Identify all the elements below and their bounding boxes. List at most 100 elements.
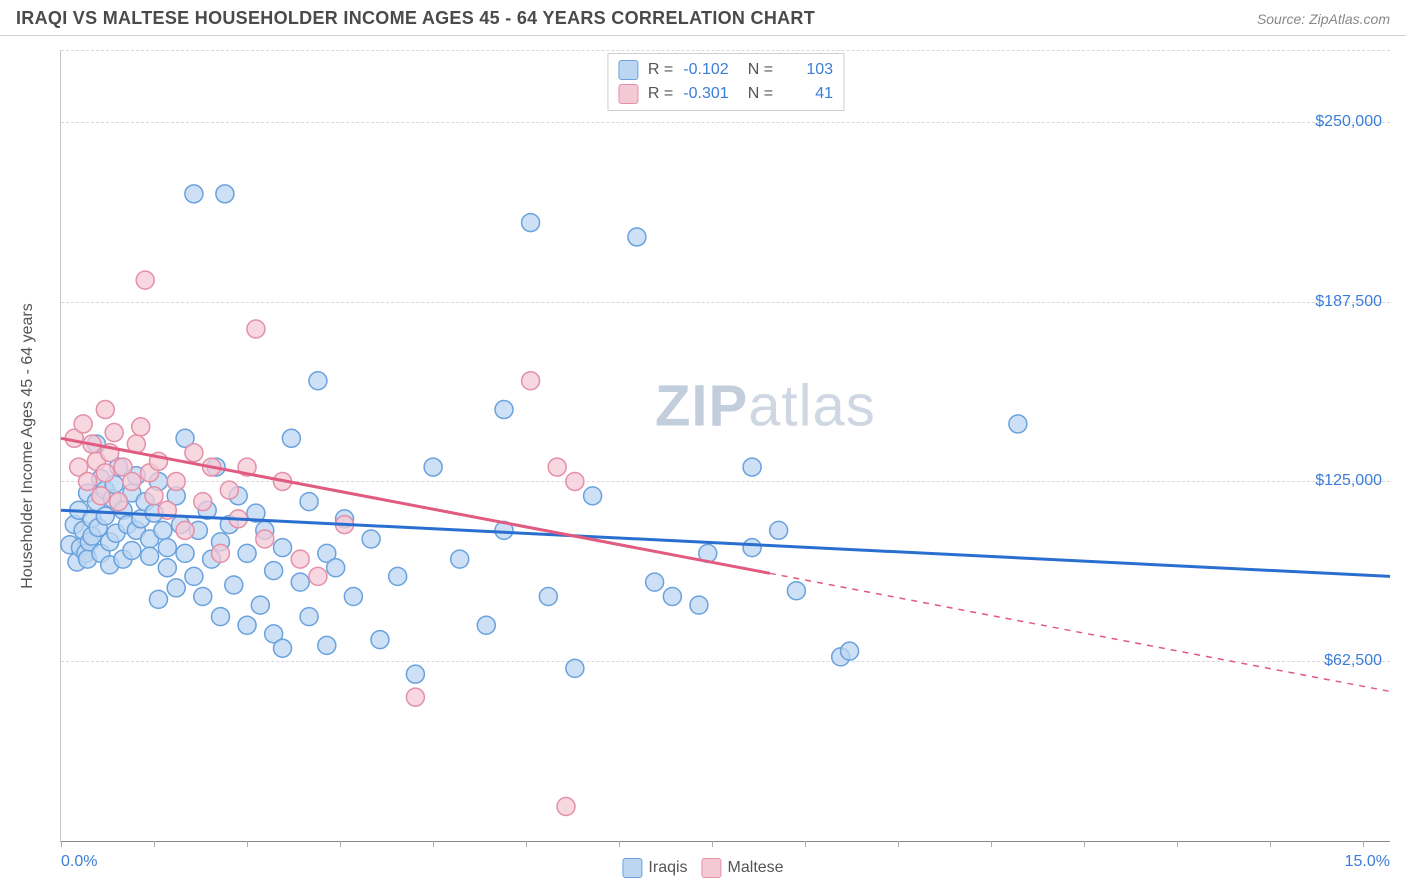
scatter-point-iraqis (495, 401, 513, 419)
legend-swatch-maltese (702, 858, 722, 878)
scatter-point-maltese (211, 544, 229, 562)
scatter-point-maltese (123, 472, 141, 490)
scatter-point-maltese (522, 372, 540, 390)
chart-title: IRAQI VS MALTESE HOUSEHOLDER INCOME AGES… (16, 8, 815, 29)
scatter-point-iraqis (690, 596, 708, 614)
scatter-point-iraqis (309, 372, 327, 390)
x-tick-mark (991, 841, 992, 847)
x-tick-mark (1084, 841, 1085, 847)
scatter-point-iraqis (176, 544, 194, 562)
scatter-point-iraqis (96, 507, 114, 525)
scatter-point-iraqis (406, 665, 424, 683)
x-tick-mark (1363, 841, 1364, 847)
scatter-point-iraqis (566, 659, 584, 677)
scatter-point-iraqis (327, 559, 345, 577)
scatter-point-iraqis (362, 530, 380, 548)
scatter-point-iraqis (158, 559, 176, 577)
legend-item-maltese: Maltese (702, 858, 784, 878)
scatter-point-iraqis (216, 185, 234, 203)
x-tick-mark (712, 841, 713, 847)
legend-label-maltese: Maltese (728, 859, 784, 877)
x-tick-mark (805, 841, 806, 847)
scatter-point-iraqis (167, 579, 185, 597)
scatter-point-iraqis (238, 544, 256, 562)
scatter-point-maltese (96, 464, 114, 482)
x-tick-mark (1270, 841, 1271, 847)
scatter-point-maltese (145, 487, 163, 505)
scatter-point-iraqis (154, 521, 172, 539)
scatter-point-maltese (566, 472, 584, 490)
scatter-point-iraqis (477, 616, 495, 634)
scatter-point-iraqis (282, 429, 300, 447)
scatter-point-maltese (548, 458, 566, 476)
x-tick-mark (247, 841, 248, 847)
scatter-point-iraqis (451, 550, 469, 568)
scatter-point-iraqis (424, 458, 442, 476)
y-axis-label: Householder Income Ages 45 - 64 years (19, 303, 37, 589)
scatter-point-maltese (256, 530, 274, 548)
scatter-point-maltese (220, 481, 238, 499)
scatter-svg (61, 50, 1390, 841)
scatter-point-iraqis (770, 521, 788, 539)
scatter-point-iraqis (185, 185, 203, 203)
x-tick-mark (154, 841, 155, 847)
scatter-point-iraqis (291, 573, 309, 591)
x-tick-mark (61, 841, 62, 847)
scatter-point-iraqis (141, 547, 159, 565)
x-tick-mark (898, 841, 899, 847)
scatter-point-iraqis (123, 541, 141, 559)
scatter-point-maltese (105, 424, 123, 442)
scatter-point-iraqis (344, 588, 362, 606)
scatter-point-iraqis (149, 590, 167, 608)
scatter-point-iraqis (300, 608, 318, 626)
scatter-point-iraqis (371, 631, 389, 649)
scatter-point-iraqis (300, 493, 318, 511)
scatter-point-iraqis (318, 636, 336, 654)
x-tick-mark (619, 841, 620, 847)
x-tick-mark (1177, 841, 1178, 847)
bottom-legend: Iraqis Maltese (622, 858, 783, 878)
scatter-point-maltese (291, 550, 309, 568)
scatter-point-iraqis (841, 642, 859, 660)
scatter-point-iraqis (584, 487, 602, 505)
scatter-point-iraqis (211, 608, 229, 626)
scatter-point-iraqis (1009, 415, 1027, 433)
trendline-dashed-maltese (770, 573, 1390, 691)
scatter-point-iraqis (194, 588, 212, 606)
scatter-point-maltese (167, 472, 185, 490)
scatter-point-iraqis (238, 616, 256, 634)
scatter-point-iraqis (158, 539, 176, 557)
scatter-point-maltese (557, 797, 575, 815)
scatter-point-maltese (132, 418, 150, 436)
scatter-point-iraqis (274, 639, 292, 657)
scatter-point-iraqis (225, 576, 243, 594)
scatter-point-iraqis (646, 573, 664, 591)
scatter-point-iraqis (265, 562, 283, 580)
scatter-point-iraqis (787, 582, 805, 600)
scatter-point-iraqis (389, 567, 407, 585)
scatter-point-iraqis (522, 214, 540, 232)
scatter-point-iraqis (743, 539, 761, 557)
x-tick-mark (340, 841, 341, 847)
scatter-point-maltese (74, 415, 92, 433)
source-label: Source: ZipAtlas.com (1257, 11, 1390, 27)
x-axis-max-label: 15.0% (1345, 853, 1390, 871)
scatter-point-maltese (185, 444, 203, 462)
scatter-point-maltese (176, 521, 194, 539)
scatter-point-maltese (96, 401, 114, 419)
scatter-point-maltese (79, 472, 97, 490)
legend-swatch-iraqis (622, 858, 642, 878)
scatter-point-maltese (110, 493, 128, 511)
legend-label-iraqis: Iraqis (648, 859, 687, 877)
scatter-point-iraqis (663, 588, 681, 606)
scatter-point-maltese (309, 567, 327, 585)
scatter-point-iraqis (185, 567, 203, 585)
scatter-point-maltese (136, 271, 154, 289)
scatter-point-iraqis (251, 596, 269, 614)
x-tick-mark (433, 841, 434, 847)
scatter-point-maltese (247, 320, 265, 338)
scatter-point-iraqis (274, 539, 292, 557)
scatter-point-maltese (194, 493, 212, 511)
x-axis-min-label: 0.0% (61, 853, 97, 871)
x-tick-mark (526, 841, 527, 847)
